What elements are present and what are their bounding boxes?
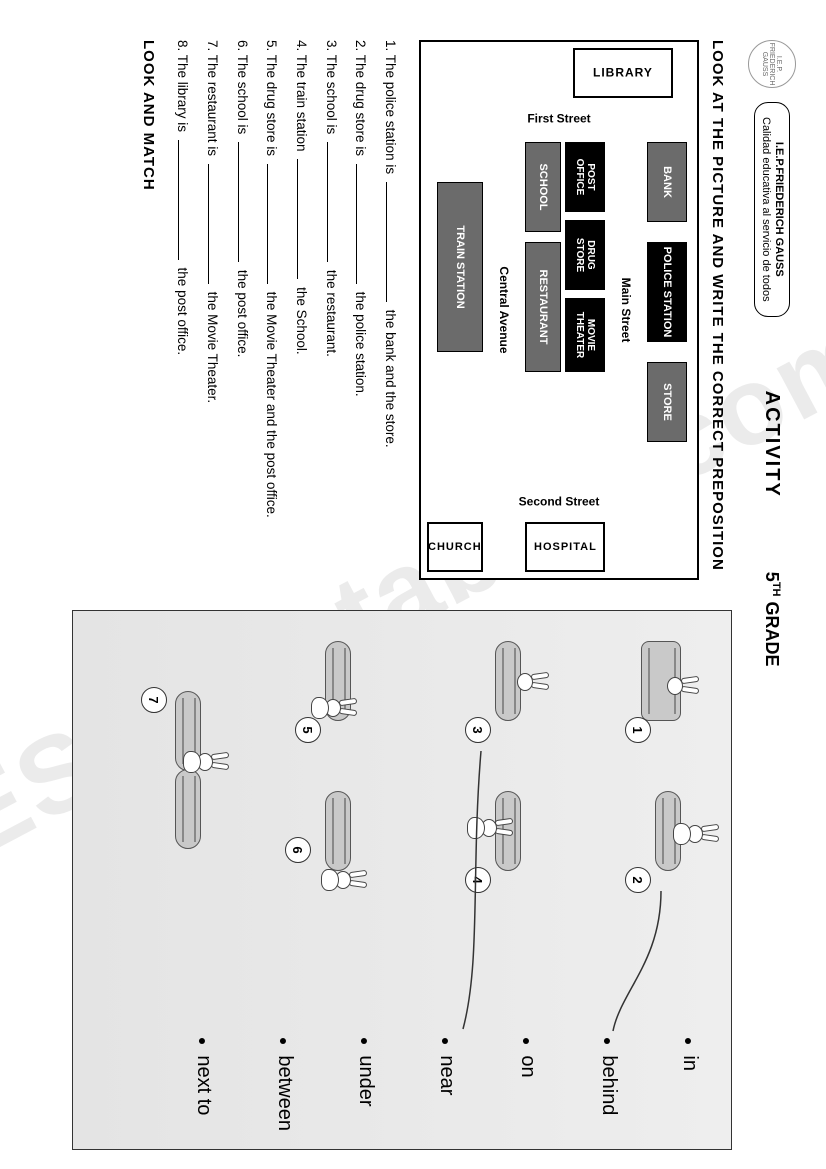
police-station: POLICE STATION	[647, 242, 687, 342]
train-station: TRAIN STATION	[437, 182, 483, 352]
match-panel: 1 2 3 4	[72, 610, 732, 1150]
church: CHURCH	[427, 522, 483, 572]
worksheet-sheet: I.E.P. FRIEDERICH GAUSS I.E.P.FRIEDERICH…	[0, 0, 826, 1169]
main-street: Main Street	[611, 112, 641, 508]
blank[interactable]	[386, 182, 400, 302]
preposition-word: near	[435, 1037, 458, 1131]
grade-num: 5	[763, 572, 783, 582]
question-line: 8. The library is the post office.	[168, 40, 198, 580]
preposition-word: under	[354, 1037, 377, 1131]
movie-theater: MOVIE THEATER	[565, 298, 605, 372]
word-list: in behind on near under between next to	[192, 1037, 701, 1131]
school-name: I.E.P.FRIEDERICH GAUSS	[772, 117, 785, 302]
columns: LOOK AT THE PICTURE AND WRITE THE CORREC…	[72, 40, 732, 1129]
question-line: 7. The restaurant is the Movie Theater.	[197, 40, 227, 580]
question-line: 2. The drug store is the police station.	[346, 40, 376, 580]
instruction-right: LOOK AND MATCH	[141, 40, 158, 580]
left-column: LOOK AT THE PICTURE AND WRITE THE CORREC…	[72, 40, 732, 580]
blank[interactable]	[178, 140, 192, 260]
grade: 5TH GRADE	[762, 572, 783, 667]
preposition-word: next to	[192, 1037, 215, 1131]
header: I.E.P. FRIEDERICH GAUSS I.E.P.FRIEDERICH…	[748, 40, 796, 1129]
post-office: POST OFFICE	[565, 142, 605, 212]
blank[interactable]	[208, 164, 222, 284]
question-line: 6. The school is the post office.	[227, 40, 257, 580]
preposition-word: between	[273, 1037, 296, 1131]
question-line: 1. The police station is the bank and th…	[375, 40, 405, 580]
map: First Street Second Street Main Street C…	[419, 40, 699, 580]
grade-word: GRADE	[763, 602, 783, 667]
central-avenue: Central Avenue	[489, 112, 519, 508]
right-column: 1 2 3 4	[72, 610, 732, 1150]
school-logo: I.E.P. FRIEDERICH GAUSS	[748, 40, 796, 88]
question-line: 3. The school is the restaurant.	[316, 40, 346, 580]
school-box: I.E.P.FRIEDERICH GAUSS Calidad educativa…	[754, 102, 790, 317]
question-line: 5. The drug store is the Movie Theater a…	[257, 40, 287, 580]
activity-title: ACTIVITY	[761, 391, 784, 498]
preposition-word: on	[516, 1037, 539, 1131]
questions: 1. The police station is the bank and th…	[168, 40, 406, 580]
school: SCHOOL	[525, 142, 561, 232]
restaurant: RESTAURANT	[525, 242, 561, 372]
school-motto: Calidad educativa al servicio de todos	[759, 117, 772, 302]
blank[interactable]	[238, 142, 252, 262]
drug-store: DRUG STORE	[565, 220, 605, 290]
logo-text: I.E.P. FRIEDERICH GAUSS	[762, 41, 783, 87]
blank[interactable]	[297, 159, 311, 279]
bank: BANK	[647, 142, 687, 222]
question-line: 4. The train station the School.	[286, 40, 316, 580]
store: STORE	[647, 362, 687, 442]
hospital: HOSPITAL	[525, 522, 605, 572]
preposition-word: behind	[597, 1037, 620, 1131]
blank[interactable]	[356, 164, 370, 284]
blank[interactable]	[327, 142, 341, 262]
second-street: Second Street	[431, 486, 687, 516]
grade-suffix: TH	[771, 582, 783, 597]
library: LIBRARY	[573, 48, 673, 98]
preposition-word: in	[678, 1037, 701, 1131]
first-street: First Street	[431, 104, 687, 134]
blank[interactable]	[267, 164, 281, 284]
instruction-left: LOOK AT THE PICTURE AND WRITE THE CORREC…	[709, 40, 726, 580]
